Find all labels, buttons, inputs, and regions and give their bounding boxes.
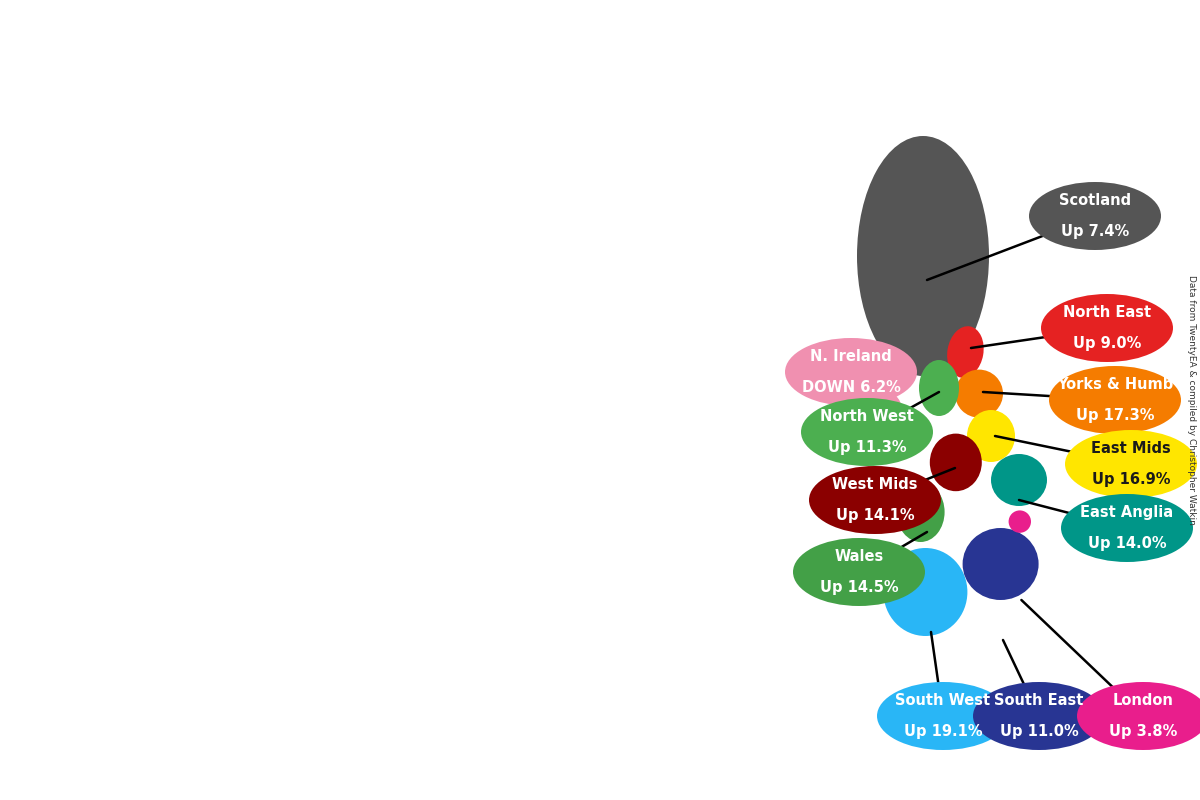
Text: Up 9.0%: Up 9.0% bbox=[1073, 336, 1141, 350]
Ellipse shape bbox=[809, 466, 941, 534]
Text: Up 14.1%: Up 14.1% bbox=[835, 508, 914, 522]
Text: North West: North West bbox=[820, 410, 914, 424]
Text: East Mids: East Mids bbox=[1091, 442, 1171, 456]
Text: More: More bbox=[53, 47, 409, 169]
Text: Scotland: Scotland bbox=[1058, 194, 1132, 208]
Text: Up 11.3%: Up 11.3% bbox=[828, 440, 906, 454]
Text: Up 19.1%: Up 19.1% bbox=[904, 724, 983, 738]
Text: Yorks & Humb: Yorks & Humb bbox=[1057, 378, 1174, 392]
Ellipse shape bbox=[883, 548, 967, 636]
Text: North East: North East bbox=[1063, 306, 1151, 320]
Text: For: For bbox=[118, 295, 344, 417]
Ellipse shape bbox=[1042, 294, 1174, 362]
Ellipse shape bbox=[785, 338, 917, 406]
Ellipse shape bbox=[1049, 366, 1181, 434]
Text: East Anglia: East Anglia bbox=[1080, 506, 1174, 520]
Text: N. Ireland: N. Ireland bbox=[810, 350, 892, 364]
Ellipse shape bbox=[1078, 682, 1200, 750]
Ellipse shape bbox=[947, 326, 984, 378]
Text: The % Change of Homes
For Sale in March 2024
vs March 2023: The % Change of Homes For Sale in March … bbox=[89, 619, 373, 701]
Ellipse shape bbox=[842, 386, 902, 438]
Text: Up 3.8%: Up 3.8% bbox=[1109, 724, 1177, 738]
Ellipse shape bbox=[1030, 182, 1162, 250]
Text: Up 16.9%: Up 16.9% bbox=[1092, 472, 1170, 486]
Ellipse shape bbox=[967, 410, 1015, 462]
Ellipse shape bbox=[1061, 494, 1193, 562]
Ellipse shape bbox=[1008, 510, 1031, 533]
Text: Wales: Wales bbox=[834, 550, 883, 564]
Ellipse shape bbox=[877, 682, 1009, 750]
Text: South East: South East bbox=[995, 694, 1084, 708]
Ellipse shape bbox=[857, 136, 989, 376]
Text: Up 7.4%: Up 7.4% bbox=[1061, 224, 1129, 238]
Ellipse shape bbox=[793, 538, 925, 606]
Text: Up 14.5%: Up 14.5% bbox=[820, 580, 899, 594]
Ellipse shape bbox=[802, 398, 934, 466]
Ellipse shape bbox=[973, 682, 1105, 750]
Text: Data from TwentyEA & compiled by Christopher Watkin: Data from TwentyEA & compiled by Christo… bbox=[1187, 275, 1195, 525]
Text: Up 11.0%: Up 11.0% bbox=[1000, 724, 1079, 738]
Text: Up 17.3%: Up 17.3% bbox=[1075, 408, 1154, 422]
Text: Up 14.0%: Up 14.0% bbox=[1087, 536, 1166, 550]
Text: Homes: Homes bbox=[0, 171, 470, 293]
Ellipse shape bbox=[930, 434, 982, 491]
Ellipse shape bbox=[896, 482, 944, 542]
Ellipse shape bbox=[991, 454, 1046, 506]
Text: Sale: Sale bbox=[55, 410, 407, 550]
Ellipse shape bbox=[1066, 430, 1198, 498]
Ellipse shape bbox=[962, 528, 1038, 600]
Text: London: London bbox=[1112, 694, 1174, 708]
Text: South West: South West bbox=[895, 694, 990, 708]
Text: West Mids: West Mids bbox=[833, 478, 918, 492]
Text: DOWN 6.2%: DOWN 6.2% bbox=[802, 380, 900, 394]
Ellipse shape bbox=[919, 360, 959, 416]
Ellipse shape bbox=[955, 370, 1003, 418]
